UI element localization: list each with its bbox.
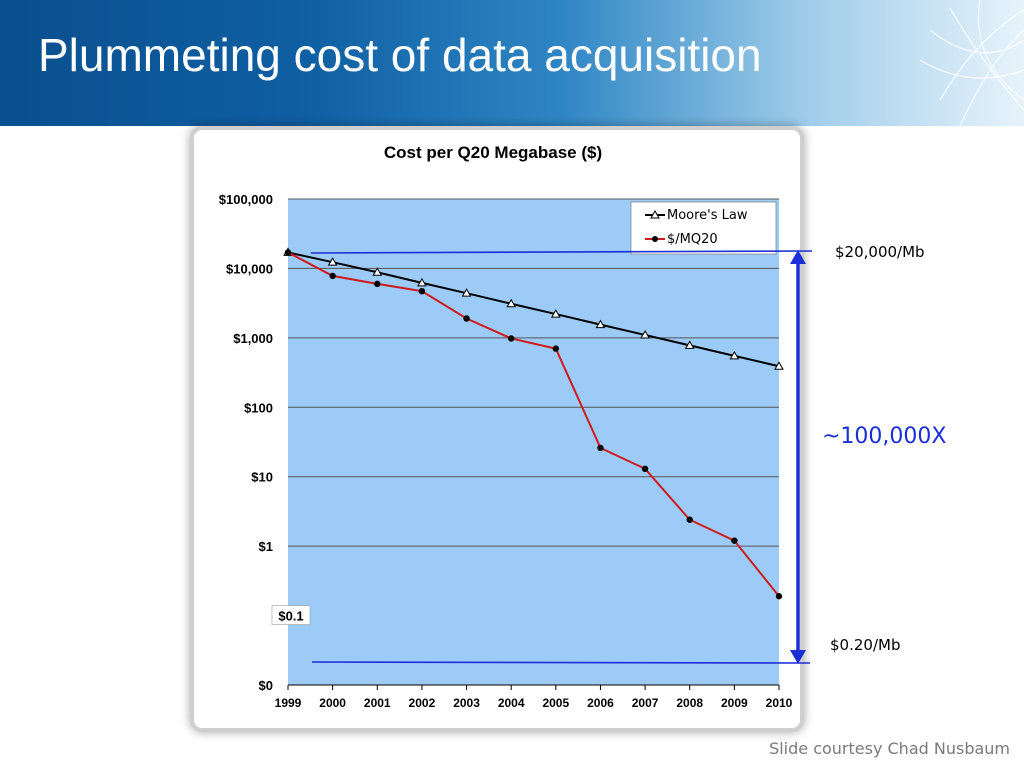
x-tick-label: 2003	[453, 696, 480, 710]
series-line-0	[287, 251, 780, 368]
x-tick-label: 2009	[721, 696, 748, 710]
x-axis-ticks: 1999 2000 2001 2002 2003 2004 2005 2006 2007 2008…	[275, 684, 793, 710]
legend: Moore's Law $/MQ20	[630, 201, 777, 255]
y-tick-label: $100,000	[219, 192, 273, 207]
data-point-circle	[552, 345, 560, 352]
slide-title: Plummeting cost of data acquisition	[38, 29, 762, 81]
y-tick-label-extra: $0.1	[278, 609, 303, 624]
slide-credit: Slide courtesy Chad Nusbaum	[769, 739, 1010, 758]
top-reference-line	[310, 250, 813, 254]
data-point-circle	[418, 287, 426, 295]
x-tick-label: 1999	[275, 696, 302, 710]
data-point-triangle	[506, 298, 517, 308]
extra-tick-box	[271, 605, 311, 625]
arrow-up-icon	[790, 250, 806, 264]
x-tick-label: 2010	[766, 696, 793, 710]
data-point-circle	[463, 315, 470, 322]
x-tick-label: 2001	[364, 696, 391, 710]
top-price-label: $20,000/Mb	[835, 243, 925, 261]
data-point-circle	[686, 516, 693, 523]
y-tick-label: $1	[259, 539, 273, 554]
x-tick-label: 2005	[542, 696, 569, 710]
grid-lines	[288, 198, 779, 547]
x-tick-label: 2006	[587, 696, 614, 710]
y-tick-label: $10	[251, 470, 273, 485]
y-tick-label: $1,000	[233, 331, 273, 346]
data-point-triangle	[640, 329, 650, 339]
y-tick-label: $0	[259, 678, 273, 693]
legend-label-mq20: $/MQ20	[667, 232, 718, 247]
swoosh-decoration-icon	[920, 0, 1024, 126]
chart-title: Cost per Q20 Megabase ($)	[384, 143, 602, 162]
data-point-circle	[597, 444, 604, 452]
data-point-circle	[374, 280, 381, 288]
data-point-circle	[329, 272, 336, 280]
data-point-triangle	[774, 361, 784, 370]
data-point-triangle	[461, 288, 472, 297]
ratio-label: ~100,000X	[822, 424, 947, 449]
data-point-triangle	[417, 277, 427, 287]
legend-label-moores-law: Moore's Law	[667, 208, 748, 223]
legend-marker-circle-icon	[652, 236, 658, 242]
data-point-triangle	[372, 267, 383, 276]
bottom-price-label: $0.20/Mb	[830, 636, 901, 654]
series-line-1	[287, 251, 780, 597]
data-point-triangle	[684, 340, 695, 349]
x-tick-label: 2007	[632, 696, 659, 710]
y-tick-label: $10,000	[226, 261, 273, 276]
x-tick-label: 2004	[498, 696, 525, 710]
data-point-circle	[284, 249, 292, 256]
data-point-circle	[731, 537, 738, 544]
plot-area	[288, 199, 779, 685]
x-tick-label: 2002	[409, 696, 436, 710]
series-layer	[283, 247, 784, 600]
data-point-triangle	[729, 350, 740, 360]
data-point-triangle	[550, 309, 561, 318]
arrow-down-icon	[790, 650, 806, 664]
bottom-reference-line	[311, 661, 811, 664]
data-point-triangle	[595, 319, 606, 329]
y-tick-label: $100	[244, 400, 273, 415]
x-tick-label: 2008	[676, 696, 703, 710]
x-tick-label: 2000	[319, 696, 346, 710]
data-point-triangle	[327, 257, 338, 266]
data-point-circle	[775, 593, 783, 600]
annotation-lines	[310, 250, 813, 664]
data-point-circle	[507, 335, 515, 342]
legend-marker-triangle-icon	[650, 209, 660, 219]
y-axis-ticks: $100,000 $10,000 $1,000 $100 $10 $1 $0 $0.1	[219, 192, 311, 693]
data-point-circle	[641, 465, 649, 473]
slide-header: Plummeting cost of data acquisition	[0, 0, 1024, 126]
